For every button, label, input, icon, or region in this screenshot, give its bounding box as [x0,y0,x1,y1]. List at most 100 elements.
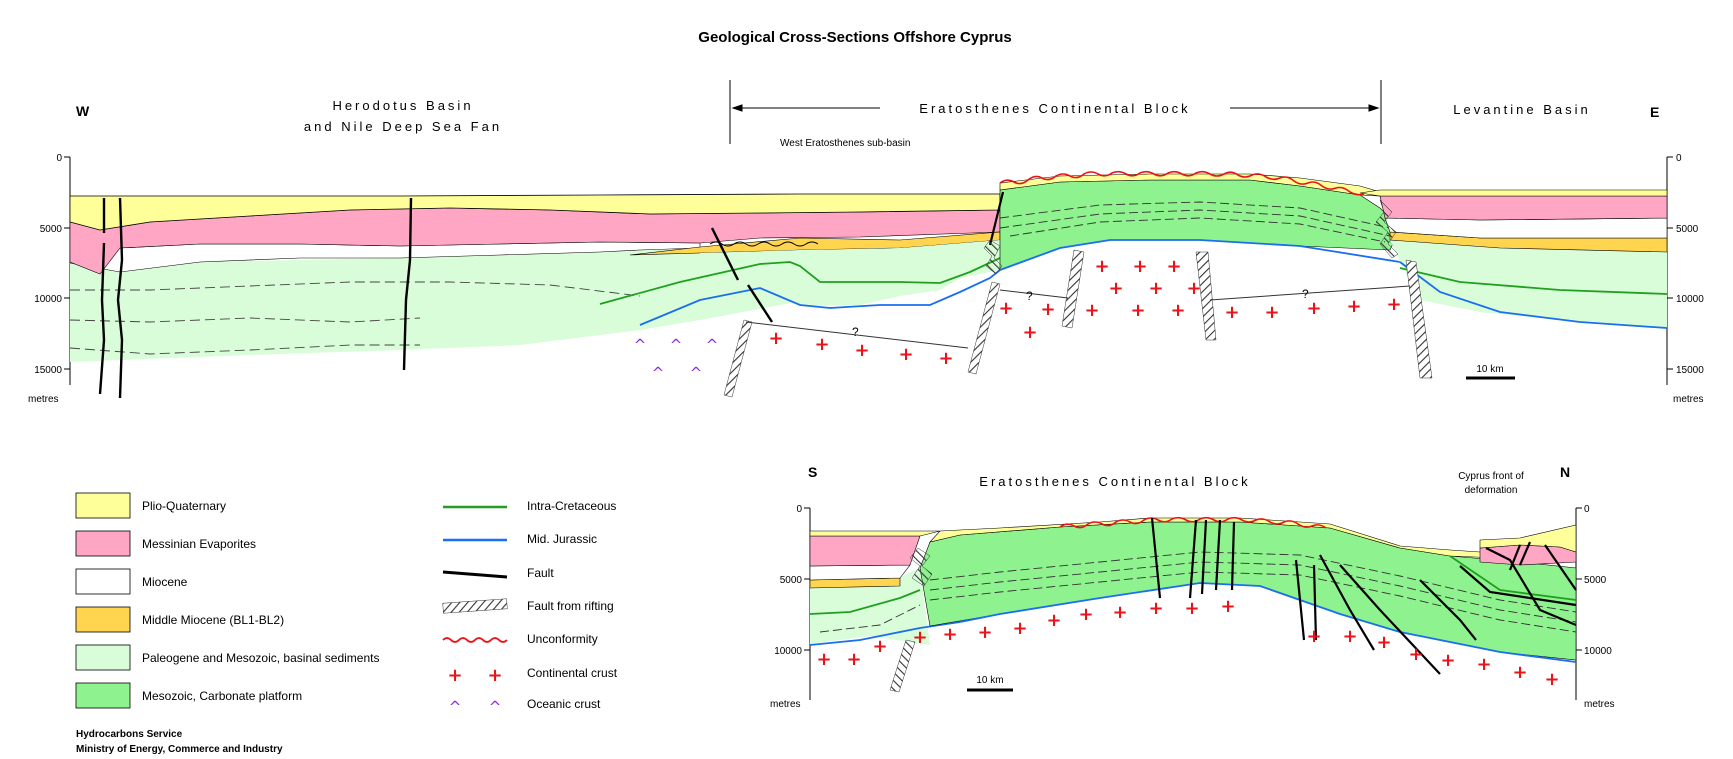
eratosthenes-label-1: Eratosthenes Continental Block [919,101,1190,116]
legend-label: Mesozoic, Carbonate platform [142,689,302,703]
depth-tick-left: 5000 [780,575,803,586]
unconformity-line [709,241,819,247]
cyprus-front-label-1: Cyprus front of [1458,471,1524,482]
west-label: W [76,103,90,119]
continental-crust-marker: + [942,624,957,645]
continental-crust-marker: + [1112,602,1127,623]
plio-quaternary-layer [809,530,941,537]
fault-line [1294,559,1306,641]
depth-unit-left: metres [770,699,801,710]
fault-line [98,242,106,395]
credit-line-1: Hydrocarbons Service [76,729,183,740]
continental-crust-marker: + [1078,604,1093,625]
depth-tick-right: 10000 [1584,646,1612,657]
dashed-horizons-block [929,551,1577,633]
uncertain-marker: ? [1026,289,1033,303]
legend-swatch-middle-miocene [75,606,131,633]
depth-tick-right: 10000 [1676,294,1704,305]
continental-crust-markers-2: + + + + + + + + + + + + + + + + + + + + … [816,596,1559,690]
continental-crust-marker: + [872,636,887,657]
continental-crust-marker: + [1264,302,1279,323]
legend-label: Continental crust [527,666,618,680]
oceanic-crust-marker: ^ [670,336,683,354]
depth-tick-right: 5000 [1676,224,1699,235]
continental-crust-marker: + [1186,278,1201,299]
dashed-horizon [70,281,641,297]
continental-crust-marker: + [1512,662,1527,683]
continental-crust-marker: + [1376,632,1391,653]
continental-crust-marker: + [1084,300,1099,321]
mid-jurassic-horizon [1399,261,1668,329]
fault-line [1485,547,1577,627]
legend-label: Messinian Evaporites [142,537,256,551]
rifting-fault [723,319,753,398]
continental-crust-marker: + [854,340,869,361]
rifting-fault [889,639,916,693]
levantine-basin-label: Levantine Basin [1453,102,1591,117]
unconformity-line [1059,516,1327,529]
fault-line [710,227,740,281]
fault-line [1518,541,1532,566]
legend-swatch-paleogene [75,644,131,671]
legend-label: Oceanic crust [527,697,601,711]
depth-tick-left: 10000 [774,646,802,657]
fault-line [988,191,1005,246]
legend-swatch-miocene [75,568,131,595]
messinian-evaporites-layer [1379,195,1668,221]
legend-swatch-plio-quaternary [75,492,131,519]
continental-crust-marker: + [1022,322,1037,343]
oceanic-crust-marker: ^ [634,336,647,354]
depth-tick-left: 15000 [34,365,62,376]
fault-line [1459,565,1577,607]
legend-fault-from-rifting [442,598,508,614]
continental-crust-marker: + [1386,294,1401,315]
legend-oceanic-crust-marker: ^ [449,698,462,716]
continental-crust-marker: + [1108,278,1123,299]
dashed-horizons-block [999,201,1391,243]
section-2-s-n: S N Eratosthenes Continental Block Cypru… [770,464,1615,710]
continental-crust-marker: + [1220,596,1235,617]
nile-fan-label: and Nile Deep Sea Fan [304,119,502,134]
legend-continental-crust-marker: + [487,665,502,686]
continental-crust-marker: + [1306,298,1321,319]
legend-swatch-messinian [75,530,131,557]
dashed-horizon [69,317,421,323]
rifting-fault [967,281,1001,375]
fault-line [1419,579,1477,641]
legend-label: Miocene [142,575,188,589]
herodotus-basin-label: Herodotus Basin [332,98,473,113]
miocene-layer [809,564,911,581]
legend-label: Middle Miocene (BL1-BL2) [142,613,284,627]
legend-swatch-carbonate [75,682,131,709]
oceanic-crust-markers: ^ ^ ^ ^ ^ [634,336,719,382]
continental-crust-marker: + [912,627,927,648]
continental-crust-marker: + [1184,598,1199,619]
depth-tick-right: 0 [1676,153,1682,164]
rifting-fault [909,547,933,587]
fault-line [402,197,413,371]
legend-label: Unconformity [527,632,598,646]
plio-quaternary-layer [1359,189,1668,197]
depth-tick-left: 0 [796,504,802,515]
depth-unit-right: metres [1584,699,1615,710]
legend-continental-crust-marker: + [447,665,462,686]
fault-line [1188,519,1198,599]
continental-crust-marker: + [977,622,992,643]
legend-oceanic-crust-marker: ^ [489,698,502,716]
depth-tick-right: 0 [1584,504,1590,515]
continental-crust-marker: + [1342,626,1357,647]
faults-section-2 [1150,517,1577,675]
continental-crust-markers-1: + + + + + + + + + + + + + + + + + + + + … [768,256,1401,369]
scale-bar-label: 10 km [976,675,1003,686]
continental-crust-marker: + [1012,618,1027,639]
mid-jurassic-horizon [959,582,1577,663]
continental-crust-marker: + [1476,654,1491,675]
fault-line [1508,544,1522,571]
figure-title: Geological Cross-Sections Offshore Cypru… [698,29,1011,46]
fault-line [1339,564,1441,675]
rifting-fault [1405,259,1433,379]
plio-quaternary-layer [69,193,1001,231]
continental-crust-marker: + [898,344,913,365]
depth-tick-left: 0 [56,153,62,164]
